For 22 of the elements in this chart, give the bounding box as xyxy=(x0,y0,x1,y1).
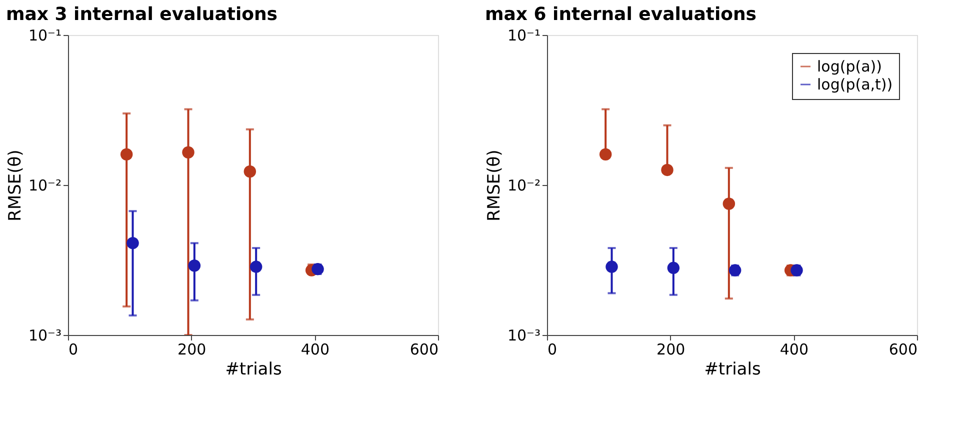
y-axis-title: RMSE(θ) xyxy=(484,150,504,222)
x-tick-label: 600 xyxy=(410,340,438,358)
x-tick-label: 200 xyxy=(656,340,686,358)
legend-label: log(p(a,t)) xyxy=(817,76,893,94)
x-tick-label: 400 xyxy=(780,340,808,358)
chart-title: max 3 internal evaluations xyxy=(6,4,278,25)
y-tick-label: 10⁻³ xyxy=(28,326,62,344)
y-tick-label: 10⁻¹ xyxy=(507,26,540,44)
x-axis-title: #trials xyxy=(225,360,282,380)
x-tick-label: 0 xyxy=(548,340,558,358)
x-axis-title: #trials xyxy=(704,360,761,380)
x-tick-label: 200 xyxy=(178,340,206,358)
y-tick-label: 10⁻³ xyxy=(507,326,540,344)
chart-title: max 6 internal evaluations xyxy=(484,4,757,25)
y-axis-title: RMSE(θ) xyxy=(5,150,26,222)
y-tick-label: 10⁻² xyxy=(507,176,540,194)
y-tick-label: 10⁻¹ xyxy=(28,26,62,44)
x-tick-label: 600 xyxy=(888,340,918,358)
x-tick-label: 0 xyxy=(68,340,78,358)
legend-label: log(p(a)) xyxy=(817,58,882,76)
y-tick-label: 10⁻² xyxy=(28,176,62,194)
x-tick-label: 400 xyxy=(300,340,330,358)
